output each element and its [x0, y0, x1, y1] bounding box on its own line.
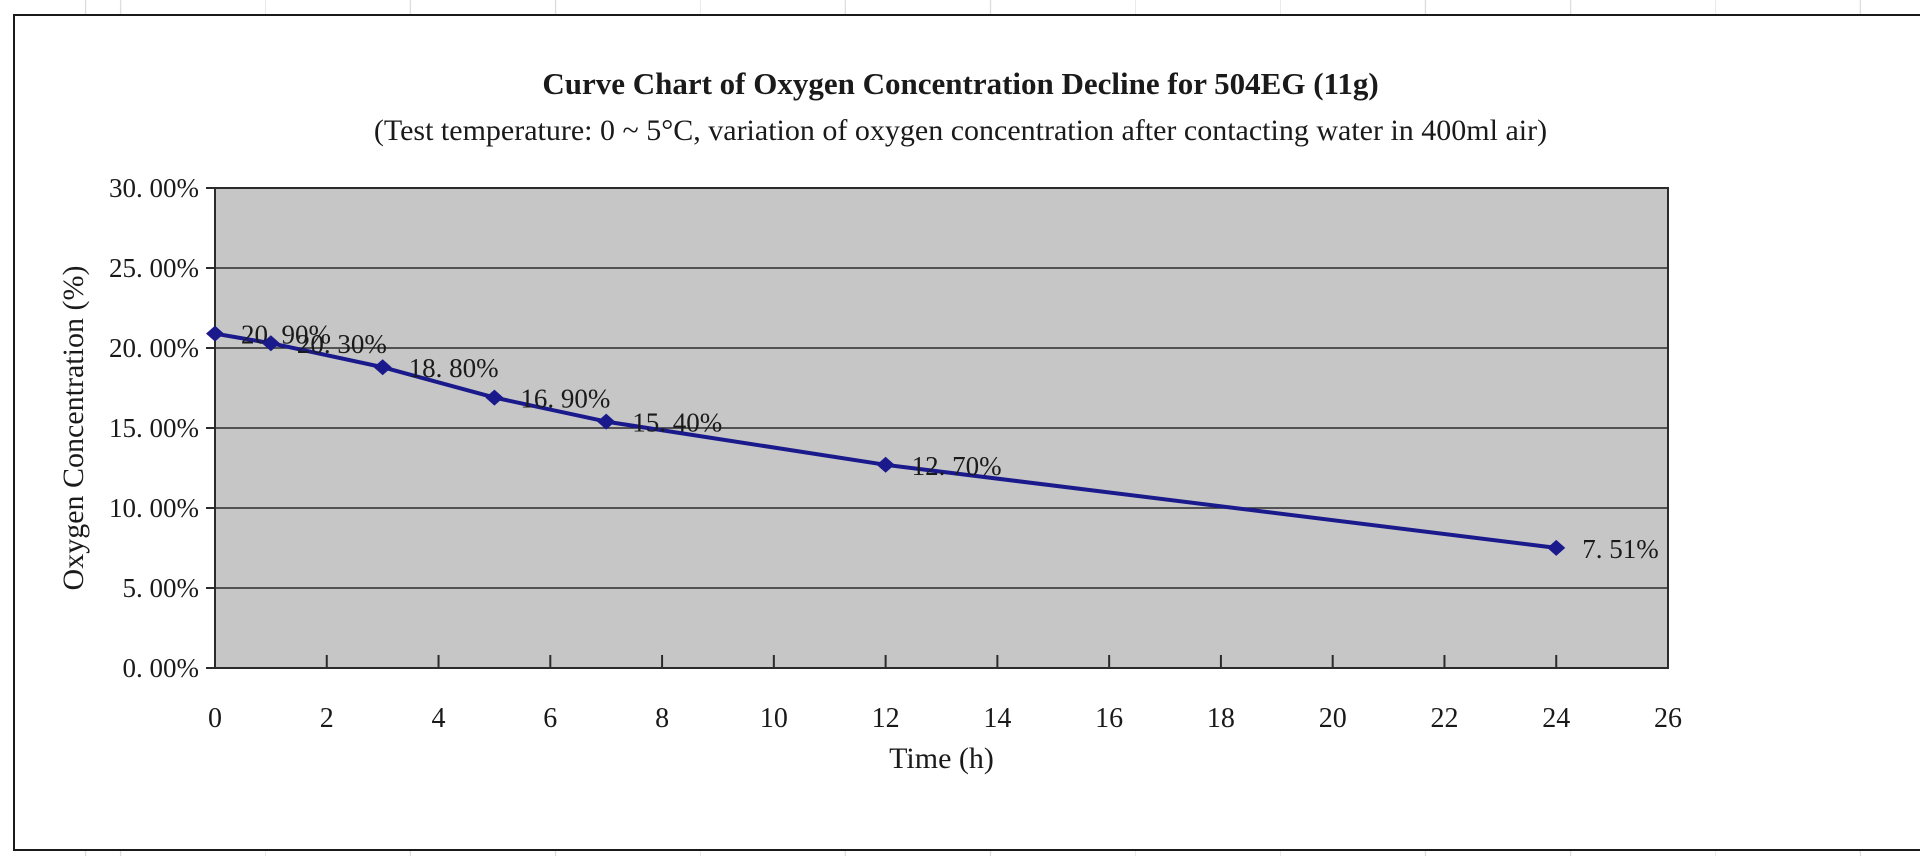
data-point-marker — [485, 389, 504, 406]
y-tick-label: 30. 00% — [109, 173, 199, 203]
x-tick-label: 8 — [655, 703, 669, 734]
data-point-marker — [206, 325, 224, 342]
data-point-label: 18. 80% — [409, 353, 499, 383]
data-point-label: 20. 90% — [241, 320, 331, 350]
y-tick-label: 20. 00% — [109, 333, 199, 363]
data-point-marker — [261, 335, 280, 352]
y-tick-label: 5. 00% — [123, 573, 200, 603]
x-tick-label: 14 — [983, 703, 1011, 734]
x-tick-label: 6 — [543, 703, 557, 734]
data-point-label: 12. 70% — [912, 451, 1002, 481]
x-tick-label: 0 — [208, 703, 222, 734]
x-axis-title: Time (h) — [889, 742, 994, 775]
y-tick-label: 10. 00% — [109, 493, 199, 523]
y-tick-label: 0. 00% — [123, 653, 200, 683]
data-point-marker — [876, 456, 895, 473]
data-point-marker — [597, 413, 616, 430]
x-tick-label: 10 — [760, 703, 788, 734]
y-axis-title: Oxygen Concentration (%) — [57, 265, 90, 591]
x-tick-label: 4 — [432, 703, 446, 734]
x-tick-label: 22 — [1430, 703, 1458, 734]
x-tick-label: 20 — [1319, 703, 1347, 734]
x-tick-label: 26 — [1654, 703, 1682, 734]
data-point-marker — [1547, 539, 1566, 556]
x-tick-label: 2 — [320, 703, 334, 734]
chart-subtitle: (Test temperature: 0 ~ 5°C, variation of… — [373, 114, 1548, 147]
x-tick-label: 12 — [872, 703, 900, 734]
x-tick-label: 24 — [1542, 703, 1570, 734]
x-tick-label: 18 — [1207, 703, 1235, 734]
data-point-label: 15. 40% — [632, 408, 722, 438]
y-tick-label: 15. 00% — [109, 413, 199, 443]
data-point-label: 20. 30% — [297, 329, 387, 359]
data-point-label: 7. 51% — [1582, 534, 1659, 564]
data-point-marker — [373, 359, 392, 376]
chart-title: Curve Chart of Oxygen Concentration Decl… — [542, 66, 1379, 101]
data-point-label: 16. 90% — [520, 384, 610, 414]
x-tick-label: 16 — [1095, 703, 1123, 734]
y-tick-label: 25. 00% — [109, 253, 199, 283]
